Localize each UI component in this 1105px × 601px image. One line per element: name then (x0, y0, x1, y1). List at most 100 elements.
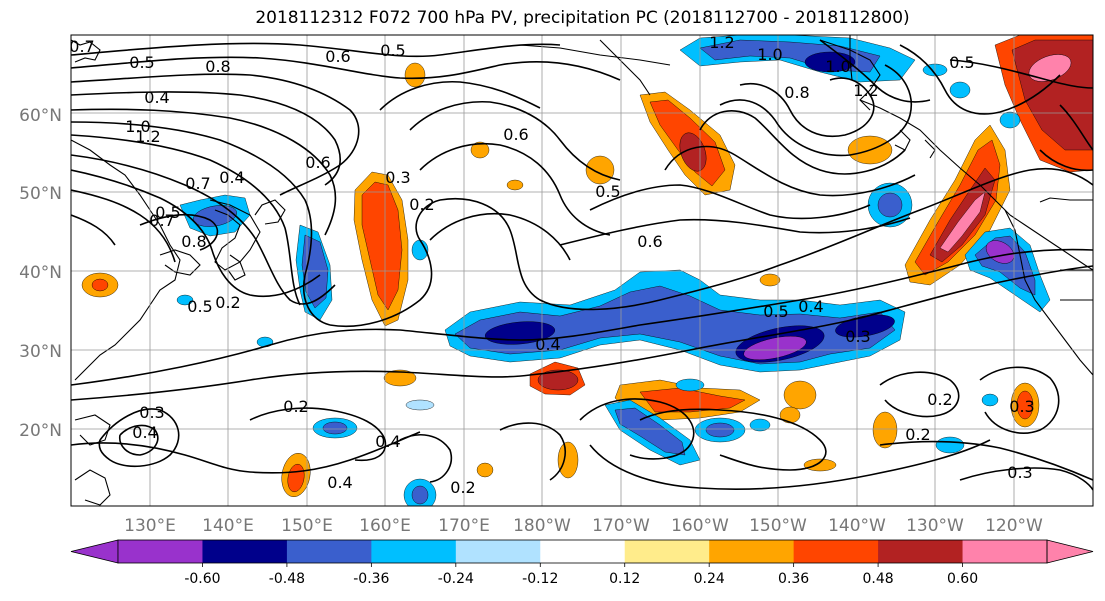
pv-contour (98, 408, 180, 468)
coastlines (71, 35, 1093, 506)
colorbar-extend-max (1046, 539, 1094, 564)
contour-label: 0.4 (798, 297, 823, 316)
colorbar-segment (540, 540, 626, 563)
precip-anomaly-region (585, 155, 615, 185)
pv-contour (719, 64, 912, 157)
contour-label: 0.5 (155, 203, 180, 222)
precip-anomaly-region (470, 141, 490, 159)
pv-contour (419, 142, 611, 236)
contour-label: 0.5 (129, 53, 154, 72)
pv-contour (71, 108, 337, 236)
precip-anomaly-region (783, 380, 817, 410)
contour-label: 0.2 (905, 425, 930, 444)
pv-contour (379, 80, 541, 111)
lon-label: 170°W (592, 516, 650, 536)
precip-anomaly-region (91, 278, 109, 292)
contour-label: 0.7 (149, 211, 174, 230)
lat-label: 60°N (19, 106, 62, 126)
contour-label: 0.5 (380, 41, 405, 60)
pv-contour (71, 121, 331, 326)
coastline (254, 199, 286, 225)
lon-label: 120°W (985, 516, 1043, 536)
pv-contour-labels: 0.70.5 0.80.6 0.5 1.21.01.00.8 1.20.50.41.21… (69, 33, 1035, 497)
pv-contour (71, 42, 561, 58)
pv-contour (139, 213, 219, 251)
pv-contour (71, 265, 1093, 401)
coastline (924, 139, 936, 159)
precip-anomaly-region (176, 294, 194, 306)
colorbar-segment (286, 540, 372, 563)
contour-label: 0.4 (219, 168, 244, 187)
pv-contour (409, 100, 621, 181)
colorbar-tick-label: 0.48 (863, 571, 894, 587)
contour-label: 0.8 (181, 232, 206, 251)
pv-contour (71, 154, 336, 305)
pv-contour (71, 248, 1093, 386)
precipitation-shading (81, 35, 1093, 506)
pv-contour (739, 77, 875, 137)
contour-label: 0.6 (503, 125, 528, 144)
coastline (599, 39, 651, 96)
pv-contour (589, 439, 991, 490)
colorbar-tick-label: -0.24 (438, 571, 474, 587)
colorbar-tick-label: 0.24 (694, 571, 725, 587)
contour-label: 0.6 (325, 47, 350, 66)
precip-anomaly-region (981, 393, 999, 407)
longitude-labels: 130°E 140°E 150°E 160°E 170°E 180°W 170°W 160°W… (124, 516, 1043, 536)
colorbar-tick-label: -0.12 (522, 571, 558, 587)
contour-label: 0.7 (185, 174, 210, 193)
colorbar-tick-label: -0.36 (353, 571, 389, 587)
colorbar-tick-label: 0.60 (947, 571, 978, 587)
contour-label: 0.2 (450, 478, 475, 497)
colorbar-segment (371, 540, 457, 563)
contour-label: 0.3 (139, 403, 164, 422)
lat-label: 30°N (19, 342, 62, 362)
lon-label: 140°E (202, 516, 254, 536)
precip-anomaly-region (743, 335, 807, 361)
pv-contour (979, 366, 1060, 434)
pv-contour (71, 189, 176, 263)
colorbar-segment (962, 540, 1048, 563)
lon-label: 180°W (513, 516, 571, 536)
contour-label: 0.3 (1007, 463, 1032, 482)
pv-contour (899, 44, 1061, 115)
pv-contour (249, 407, 387, 462)
contour-label: 0.3 (845, 327, 870, 346)
contour-label: 1.0 (757, 45, 782, 64)
gridlines (71, 35, 1093, 506)
lat-label: 40°N (19, 263, 62, 283)
pv-contour (579, 398, 695, 460)
colorbar-segment (709, 540, 795, 563)
coastline (849, 35, 853, 81)
contour-label: 0.4 (535, 335, 560, 354)
precip-anomaly-region (301, 234, 329, 309)
contour-label: 0.8 (205, 57, 230, 76)
lon-label: 170°E (438, 516, 490, 536)
precip-anomaly-region (476, 462, 494, 478)
lon-label: 160°E (359, 516, 411, 536)
precip-anomaly-region (877, 192, 903, 218)
lon-label: 130°W (906, 516, 964, 536)
map-frame (70, 34, 1094, 507)
coastline (1009, 214, 1093, 271)
contour-label: 0.7 (69, 37, 94, 56)
pv-contour (1039, 149, 1093, 172)
colorbar-segment (455, 540, 541, 563)
colorbar-ticks: -0.60 -0.48 -0.36 -0.24 -0.12 0.12 0.24 0.36 0.4… (184, 563, 978, 587)
coastline (1039, 197, 1093, 203)
pv-contour (71, 134, 301, 306)
colorbar (70, 539, 1094, 564)
lat-label: 20°N (19, 421, 62, 441)
precip-anomaly-region (614, 407, 686, 456)
precip-anomaly-region (405, 399, 435, 411)
pv-contour (71, 73, 360, 196)
precip-anomaly-region (675, 378, 705, 392)
precip-anomaly-region (949, 81, 971, 99)
precip-anomaly-region (537, 369, 579, 391)
contour-label: 0.5 (763, 302, 788, 321)
pv-contour (71, 169, 321, 298)
contour-label: 1.2 (709, 33, 734, 52)
pv-contour (664, 145, 916, 197)
precip-anomaly-region (557, 441, 579, 479)
